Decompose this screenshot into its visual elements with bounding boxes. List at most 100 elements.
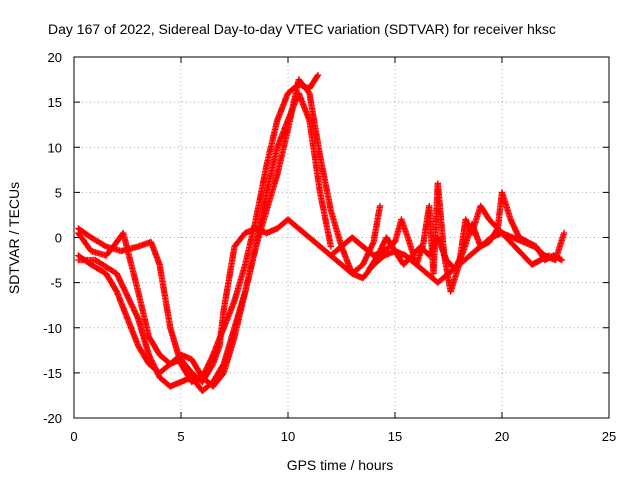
x-tick-label: 20 <box>495 429 509 444</box>
data-point-run <box>135 342 152 366</box>
data-point-run <box>113 288 131 321</box>
data-point-run <box>263 145 281 196</box>
series-pass-3 <box>75 76 384 395</box>
y-tick-label: 5 <box>55 185 62 200</box>
y-tick-label: 10 <box>48 140 62 155</box>
data-point-run <box>199 361 216 386</box>
data-point-run <box>370 204 383 246</box>
data-point-run <box>135 288 152 339</box>
data-point-run <box>511 243 526 258</box>
data-point-run <box>349 234 365 249</box>
data-point <box>560 229 568 237</box>
series-pass-1 <box>75 71 322 386</box>
data-point <box>327 243 334 250</box>
data-point-run <box>75 225 93 240</box>
data-point-run <box>209 344 223 368</box>
data-point-run <box>209 361 227 386</box>
data-point-run <box>216 308 227 349</box>
data-point-run <box>145 351 163 380</box>
series-pass-5 <box>327 180 566 295</box>
data-point-run <box>306 73 321 92</box>
data-point-run <box>231 290 248 331</box>
y-tick-label: -10 <box>43 321 62 336</box>
data-point-run <box>274 127 291 178</box>
x-axis-label: GPS time / hours <box>287 457 394 473</box>
data-point-run <box>145 333 162 357</box>
data-point-run <box>434 234 449 262</box>
data-point-run <box>263 172 281 214</box>
y-tick-label: 0 <box>55 231 62 246</box>
data-point-run <box>366 253 381 273</box>
data-point-run <box>451 249 466 273</box>
data-point-run <box>477 239 492 250</box>
data-point-run <box>252 163 270 223</box>
chart-title: Day 167 of 2022, Sidereal Day-to-day VTE… <box>48 21 556 37</box>
data-point-run <box>209 370 226 390</box>
x-tick-label: 25 <box>602 429 616 444</box>
data-point <box>545 252 553 259</box>
y-tick-label: -15 <box>43 366 62 381</box>
data-point-run <box>231 262 248 304</box>
data-point-run <box>102 240 119 259</box>
data-point-run <box>383 234 398 253</box>
data-point-run <box>550 252 564 263</box>
data-point-run <box>316 189 334 249</box>
data-point <box>558 256 566 264</box>
series-pass-6 <box>366 220 553 273</box>
data-point-run <box>391 247 406 267</box>
data-point <box>376 202 384 210</box>
data-point-run <box>466 244 483 259</box>
tick-layer <box>73 56 610 419</box>
data-point-run <box>486 226 501 246</box>
y-tick-label: -20 <box>43 411 62 426</box>
data-point-run <box>284 216 301 231</box>
y-axis-label: SDTVAR / TECUs <box>6 182 22 294</box>
data-point-run <box>188 374 205 393</box>
data-point-run <box>188 356 205 380</box>
y-tick-label: 15 <box>48 95 62 110</box>
data-point-run <box>156 261 174 330</box>
data-point-run <box>400 253 415 268</box>
y-tick-label: -5 <box>50 276 62 291</box>
data-point-run <box>306 234 323 249</box>
data-point-run <box>231 231 248 250</box>
x-tick-label: 15 <box>388 429 402 444</box>
data-point-run <box>327 207 345 249</box>
data-point-run <box>468 220 484 249</box>
data-point-run <box>327 244 344 259</box>
data-point-run <box>295 76 312 96</box>
series-pass-2 <box>75 89 334 390</box>
data-point-run <box>113 270 141 321</box>
data-point-run <box>306 117 324 194</box>
data-point-run <box>177 356 194 375</box>
data-point-run <box>316 153 334 213</box>
x-tick-label: 0 <box>70 429 77 444</box>
x-tick-label: 5 <box>177 429 184 444</box>
data-point-run <box>147 238 163 267</box>
data-point-run <box>295 225 312 240</box>
data-point-run <box>398 216 411 240</box>
series-layer <box>75 71 568 395</box>
data-point-run <box>87 261 108 276</box>
data-point-run <box>220 326 238 368</box>
data-point-run <box>477 202 492 222</box>
x-tick-label: 10 <box>281 429 295 444</box>
data-point-run <box>503 234 517 249</box>
data-point-run <box>494 225 509 240</box>
data-point-run <box>124 315 141 348</box>
data-point-run <box>306 89 323 158</box>
data-point-run <box>220 244 238 313</box>
data-point-run <box>120 229 141 294</box>
tick-label-layer: 0 5 10 15 20 25 -20 -15 -10 -5 0 5 10 15 20 <box>43 50 616 444</box>
data-point-run <box>135 315 152 357</box>
data-point-run <box>102 270 120 294</box>
data-point-run <box>199 379 216 395</box>
data-point-run <box>87 234 108 249</box>
data-point-run <box>274 91 291 124</box>
data-point-run <box>75 229 94 253</box>
data-point <box>314 71 322 79</box>
data-point-run <box>87 247 108 259</box>
data-point-run <box>498 189 514 222</box>
data-point-run <box>263 118 281 169</box>
